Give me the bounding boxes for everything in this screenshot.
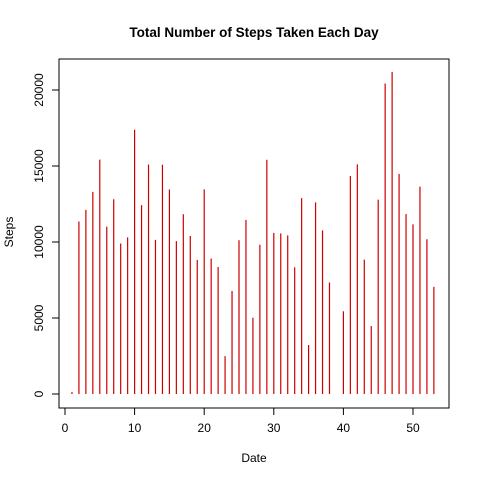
x-axis: 0 10 20 30 40 50 <box>62 407 420 435</box>
y-tick-label: 20000 <box>32 73 46 107</box>
y-tick-label: 15000 <box>32 149 46 183</box>
x-axis-label: Date <box>241 451 267 465</box>
y-axis: 0 5000 10000 15000 20000 <box>32 73 60 397</box>
y-axis-label: Steps <box>2 217 16 248</box>
x-tick-label: 30 <box>267 421 281 435</box>
y-tick-label: 0 <box>32 390 46 397</box>
x-tick-label: 50 <box>406 421 420 435</box>
y-tick-label: 10000 <box>32 225 46 259</box>
chart-title: Total Number of Steps Taken Each Day <box>129 25 379 40</box>
plot-area-frame <box>58 58 450 409</box>
x-tick-label: 10 <box>128 421 142 435</box>
bar-series <box>71 71 435 394</box>
x-tick-label: 0 <box>62 421 69 435</box>
x-tick-label: 20 <box>198 421 212 435</box>
x-tick-label: 40 <box>337 421 351 435</box>
y-tick-label: 5000 <box>32 304 46 331</box>
